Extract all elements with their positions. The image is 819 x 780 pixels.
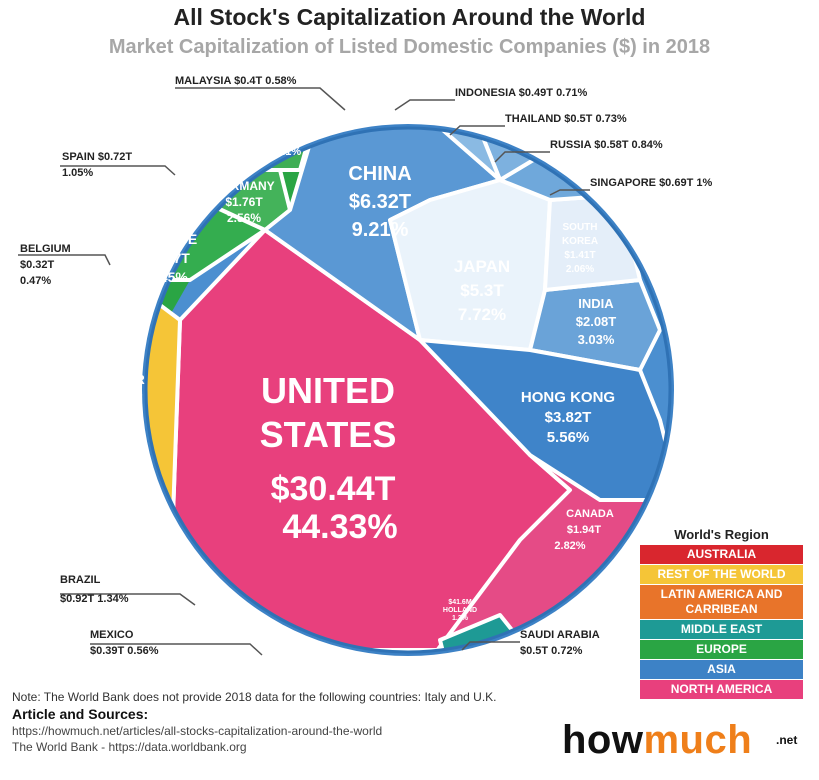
- label-indonesia: INDONESIA $0.49T 0.71%: [455, 87, 587, 99]
- label-spain: SPAIN $0.72T: [62, 151, 132, 163]
- label-germany-value: $1.76T: [225, 195, 263, 209]
- label-india-value: $2.08T: [576, 314, 617, 329]
- label-thailand: THAILAND $0.5T 0.73%: [505, 113, 627, 125]
- cell-belgium: [100, 220, 120, 280]
- source-link-worldbank[interactable]: The World Bank - https://data.worldbank.…: [12, 740, 247, 754]
- brand-logo: howmuch: [562, 718, 752, 763]
- label-other: OTHER: [99, 372, 145, 387]
- label-belgium-value: $0.32T: [20, 259, 55, 271]
- label-india-share: 3.03%: [578, 332, 615, 347]
- source-link-howmuch[interactable]: https://howmuch.net/articles/all-stocks-…: [12, 724, 383, 738]
- label-france-value: $2.37T: [146, 250, 190, 266]
- chart-subtitle: Market Capitalization of Listed Domestic…: [108, 36, 711, 58]
- label-japan-value: $5.3T: [460, 281, 504, 300]
- legend-item-north-america: NORTH AMERICA: [640, 680, 803, 699]
- legend-title: World's Region: [674, 527, 769, 542]
- label-switzerland-values: $1.44T 2.1%: [239, 146, 302, 158]
- label-holland-value: $41.6M: [448, 599, 472, 606]
- label-hongkong-value: $3.82T: [545, 409, 592, 426]
- label-korea-1: SOUTH: [563, 222, 598, 233]
- label-malaysia: MALAYSIA $0.4T 0.58%: [175, 75, 297, 87]
- label-canada-share: 2.82%: [554, 540, 585, 552]
- label-australia: AUSTRALIA: [272, 651, 336, 663]
- cell-mexico: [210, 640, 265, 652]
- voronoi-chart: UNITED STATES $30.44T 44.33% CHINA $6.32T…: [18, 75, 713, 673]
- legend: World's Region AUSTRALIA REST OF THE WORL…: [640, 527, 803, 700]
- label-russia: RUSSIA $0.58T 0.84%: [550, 139, 663, 151]
- label-us-word-0: UNITED: [261, 370, 395, 411]
- legend-item-middle-east: MIDDLE EAST: [640, 620, 803, 639]
- label-other-share: 7.32%: [104, 410, 141, 425]
- label-germany: GERMANY: [213, 179, 274, 193]
- label-korea-value: $1.41T: [564, 250, 595, 261]
- legend-item-rest-of-the-world: REST OF THE WORLD: [640, 565, 803, 584]
- label-germany-share: 2.56%: [227, 211, 261, 225]
- legend-item-latin-america-and-carribean: LATIN AMERICA AND CARRIBEAN: [640, 585, 803, 619]
- label-brazil: BRAZIL: [60, 574, 101, 586]
- label-us-share: 44.33%: [282, 508, 397, 546]
- label-holland-share: 1.3%: [452, 615, 469, 622]
- label-switzerland-2: TZERLAND: [240, 130, 299, 142]
- label-singapore: SINGAPORE $0.69T 1%: [590, 177, 712, 189]
- label-switzerland-1: SWI-: [258, 115, 283, 127]
- footnote: Note: The World Bank does not provide 20…: [12, 690, 497, 704]
- brand-tld: .net: [776, 733, 798, 747]
- label-france-share: 3.45%: [148, 269, 188, 285]
- label-holland: HOLLAND: [443, 607, 477, 614]
- label-japan-share: 7.72%: [458, 305, 506, 324]
- brand-part2: much: [643, 718, 753, 762]
- label-other-value: $5.02T: [102, 391, 143, 406]
- label-japan: JAPAN: [454, 257, 510, 276]
- label-australia-values: $1.26T 1.84%: [340, 661, 409, 673]
- chart-title: All Stock's Capitalization Around the Wo…: [173, 4, 646, 30]
- brand-part1: how: [562, 718, 644, 762]
- cell-indonesia: [380, 100, 470, 110]
- label-mexico: MEXICO: [90, 629, 134, 641]
- label-korea-2: KOREA: [562, 236, 598, 247]
- label-china-value: $6.32T: [349, 191, 411, 213]
- legend-item-asia: ASIA: [640, 660, 803, 679]
- label-hongkong-share: 5.56%: [547, 429, 590, 446]
- label-belgium-share: 0.47%: [20, 275, 51, 287]
- label-canada: CANADA: [566, 508, 614, 520]
- label-us-line1: UNITED STATES: [260, 370, 397, 455]
- label-mexico-values: $0.39T 0.56%: [90, 645, 159, 657]
- label-brazil-values: $0.92T 1.34%: [60, 593, 129, 605]
- legend-item-europe: EUROPE: [640, 640, 803, 659]
- label-us-value: $30.44T: [271, 470, 396, 508]
- label-china-share: 9.21%: [352, 219, 409, 241]
- label-hongkong: HONG KONG: [521, 389, 615, 406]
- label-saudi: SAUDI ARABIA: [520, 629, 600, 641]
- label-korea-share: 2.06%: [566, 264, 594, 275]
- label-spain-share: 1.05%: [62, 167, 93, 179]
- label-us-word-1: STATES: [260, 414, 397, 455]
- label-canada-value: $1.94T: [567, 524, 602, 536]
- legend-item-australia: AUSTRALIA: [640, 545, 803, 564]
- outer-border: [144, 126, 672, 654]
- label-belgium: BELGIUM: [20, 243, 71, 255]
- label-china: CHINA: [348, 163, 411, 185]
- label-france: FRANCE: [139, 231, 197, 247]
- sources-title: Article and Sources:: [12, 706, 149, 722]
- leader-lines: [18, 87, 590, 656]
- label-india: INDIA: [578, 296, 614, 311]
- cell-spain: [146, 130, 230, 210]
- cell-brazil: [146, 590, 230, 652]
- label-saudi-values: $0.5T 0.72%: [520, 645, 583, 657]
